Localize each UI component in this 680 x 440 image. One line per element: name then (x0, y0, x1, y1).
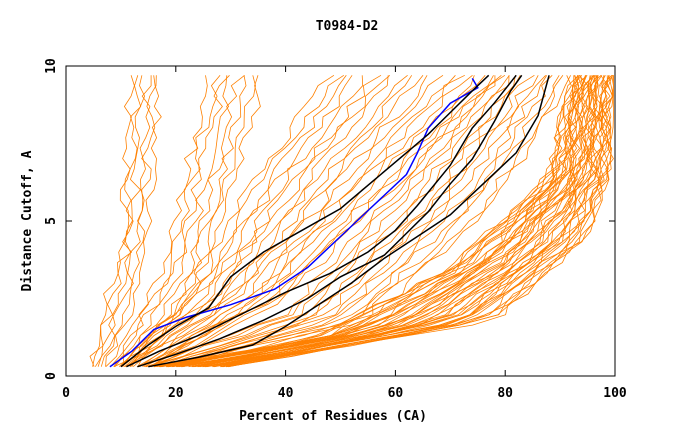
background-curve-75 (205, 75, 599, 368)
series-highlight (109, 78, 479, 368)
background-curve-1 (89, 75, 142, 367)
background-curve-62 (181, 75, 589, 368)
background-curve-16 (113, 75, 347, 368)
reference-curves (109, 74, 550, 368)
background-curve-4 (100, 75, 157, 367)
background-curve-70 (198, 75, 592, 368)
x-tick-label-20: 20 (168, 386, 184, 401)
background-curve-10 (118, 74, 245, 367)
background-curve-22 (132, 74, 408, 368)
background-curve-87 (227, 75, 614, 368)
background-model-curves (89, 74, 614, 368)
background-curve-83 (220, 75, 608, 368)
background-curve-84 (221, 75, 610, 368)
background-curve-8 (110, 75, 230, 367)
background-curve-68 (194, 75, 596, 368)
x-tick-label-100: 100 (603, 386, 627, 401)
background-curve-41 (154, 75, 539, 368)
background-curve-34 (146, 75, 494, 368)
background-curve-92 (226, 75, 614, 368)
background-curve-12 (131, 75, 256, 367)
plot-frame (65, 65, 616, 377)
y-tick-label-0: 0 (44, 372, 59, 380)
background-curve-33 (154, 74, 506, 368)
background-curve-15 (121, 74, 345, 367)
background-curve-58 (172, 75, 586, 368)
x-tick-label-40: 40 (278, 386, 294, 401)
x-axis-ticks: 0 20 40 60 80 100 (62, 66, 627, 401)
background-curve-61 (176, 75, 587, 368)
background-curve-50 (153, 75, 579, 368)
series-reference-3 (137, 74, 523, 368)
background-curve-74 (202, 75, 602, 368)
background-curve-28 (145, 74, 465, 368)
background-curve-37 (145, 75, 510, 368)
background-curve-77 (199, 75, 597, 368)
background-curve-57 (168, 75, 580, 368)
background-curve-44 (169, 75, 553, 368)
background-curve-14 (113, 74, 335, 367)
background-curve-7 (114, 75, 221, 367)
series-reference-2 (126, 74, 517, 368)
background-curve-35 (150, 75, 496, 368)
background-curve-72 (192, 75, 599, 368)
series-reference-1 (120, 74, 490, 368)
background-curve-9 (122, 75, 230, 367)
background-curve-88 (223, 75, 614, 368)
background-curve-69 (191, 75, 591, 368)
background-curve-27 (142, 75, 456, 368)
background-curve-89 (220, 75, 613, 368)
background-curve-85 (214, 75, 614, 368)
x-tick-label-0: 0 (62, 386, 70, 401)
background-curve-39 (159, 75, 521, 368)
background-curve-2 (94, 75, 146, 367)
background-curve-11 (130, 75, 247, 367)
background-curve-6 (105, 75, 208, 367)
y-tick-label-10: 10 (44, 58, 59, 74)
x-axis-label: Percent of Residues (CA) (239, 409, 427, 424)
x-tick-label-60: 60 (388, 386, 404, 401)
x-tick-label-80: 80 (497, 386, 513, 401)
background-curve-23 (137, 75, 413, 367)
chart-title: T0984-D2 (316, 19, 379, 34)
background-curve-25 (139, 75, 428, 368)
background-curve-32 (149, 74, 502, 368)
background-curve-0 (92, 75, 135, 367)
background-curve-3 (97, 75, 152, 367)
background-curve-24 (136, 75, 424, 368)
y-axis-label: Distance Cutoff, A (20, 150, 35, 291)
background-curve-43 (166, 75, 548, 368)
background-curve-17 (120, 75, 353, 367)
background-curve-36 (150, 75, 510, 368)
series-reference-4 (148, 75, 550, 368)
background-curve-78 (205, 75, 603, 368)
background-curve-60 (171, 75, 585, 368)
background-curve-51 (154, 75, 580, 368)
background-curve-91 (228, 75, 614, 368)
background-curve-19 (124, 74, 382, 368)
y-axis-ticks: 0 5 10 (44, 58, 615, 380)
background-curve-42 (168, 75, 546, 368)
background-curve-40 (159, 74, 535, 368)
background-curve-5 (105, 75, 162, 367)
background-curve-21 (126, 75, 389, 368)
y-tick-label-5: 5 (44, 217, 59, 225)
